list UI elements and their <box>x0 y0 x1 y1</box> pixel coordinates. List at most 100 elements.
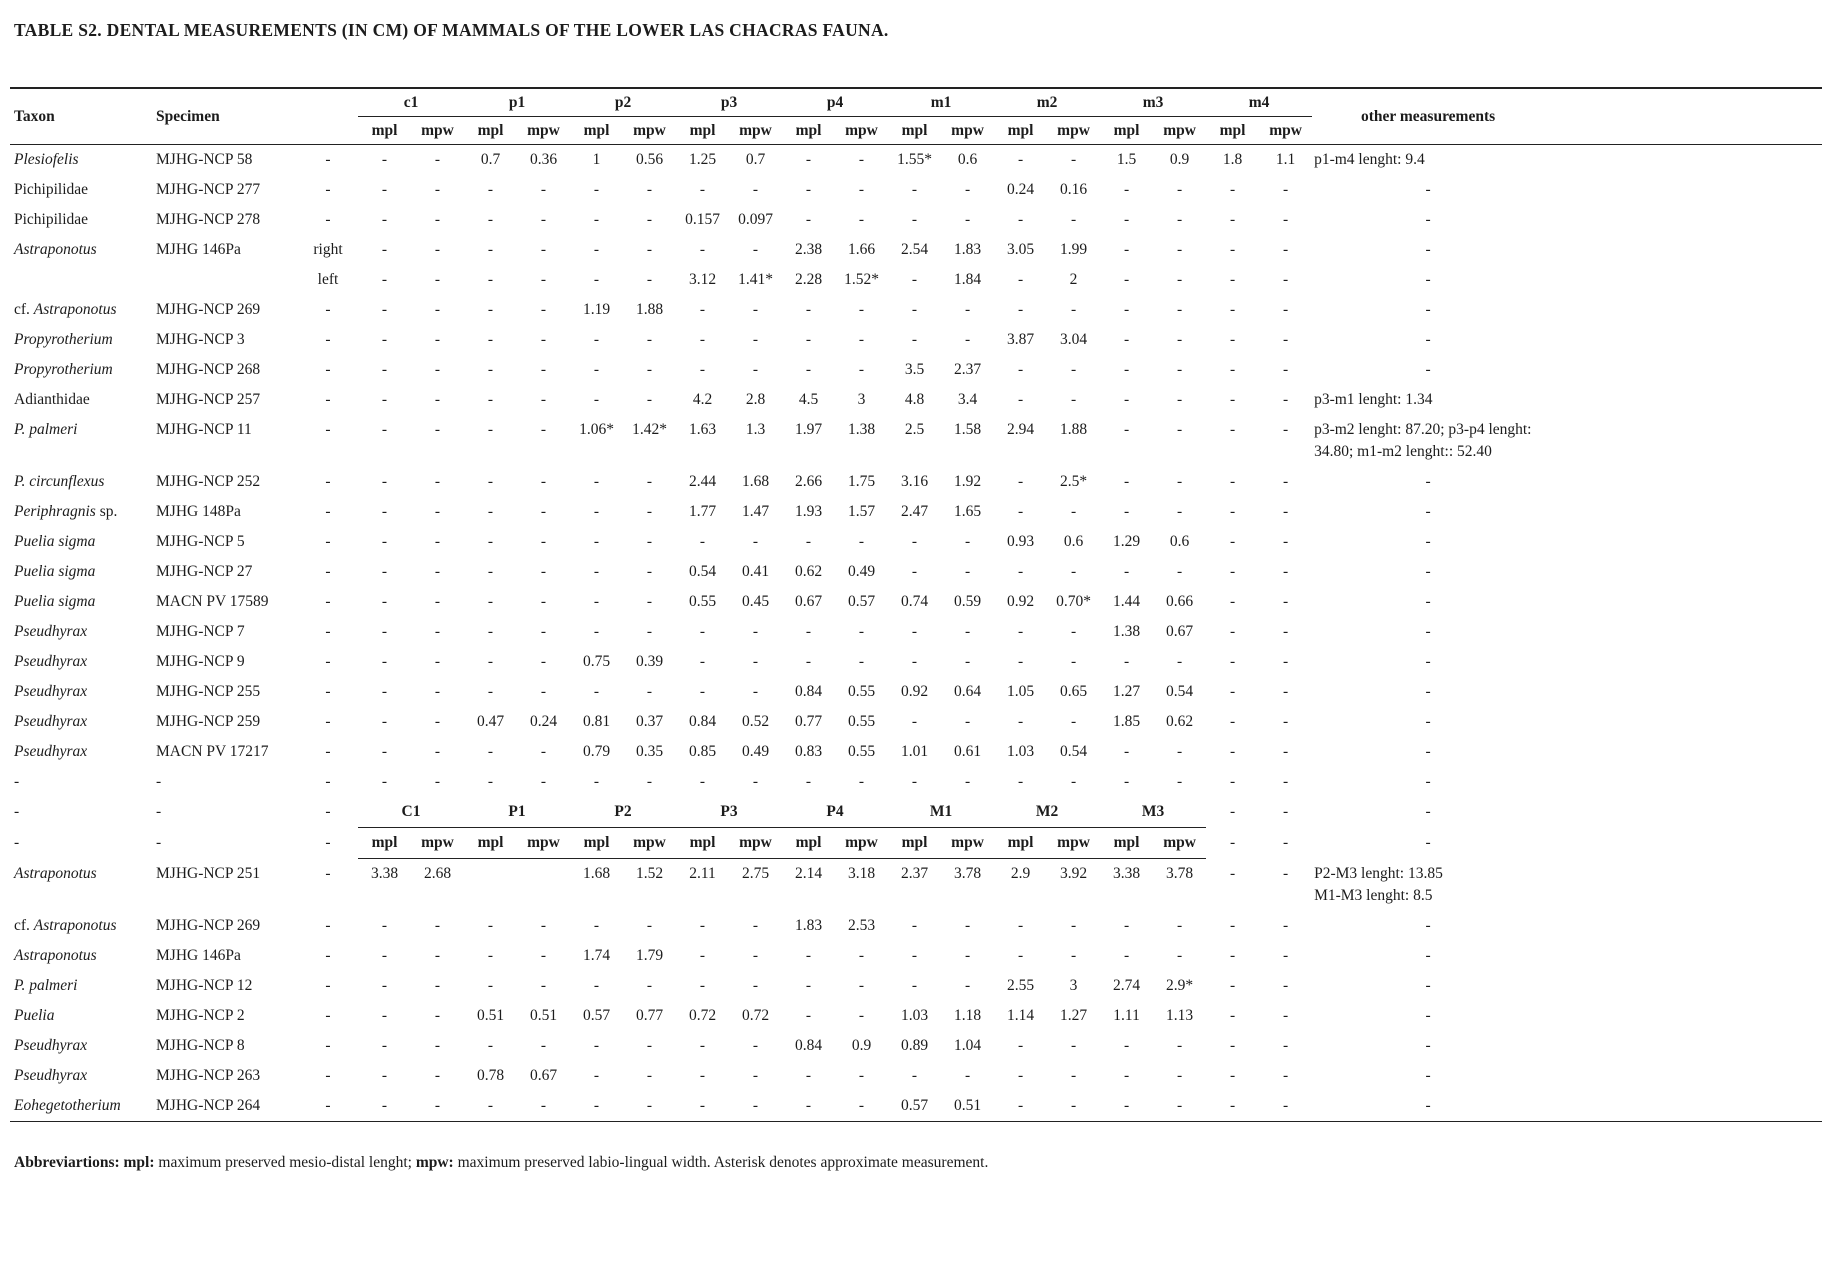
value-cell: - <box>593 241 600 258</box>
subcolumn-header-mpl: mpl <box>464 116 518 145</box>
value-cell: - <box>1282 713 1289 730</box>
table-row: Propyrotherium MJHG-NCP 268 - - - - - - - - - - - 3.5… <box>10 355 1822 385</box>
header-sub-row: mpl mpw mpl mpw mpl mpw mpl mpw mpl mpw … <box>10 116 1822 145</box>
value-cell: - <box>434 361 441 378</box>
table-row: Pseudhyrax MACN PV 17217 - - - - - 0.79 0.35 0.85… <box>10 737 1822 767</box>
table-row: - - - mpl mpw mpl mpw mpl mpw mpl mpw mpl mpw mpl mpw m… <box>10 827 1822 859</box>
value-cell: 0.6 <box>1063 533 1084 550</box>
value-cell: - <box>570 1090 624 1122</box>
value-cell: - <box>1047 1090 1101 1122</box>
taxon-cell: Astraponotus <box>14 864 97 882</box>
other-measurements-cell: - <box>1425 946 1431 964</box>
value-cell: - <box>434 1006 441 1024</box>
abbreviations-label: Abbreviartions: <box>14 1153 120 1171</box>
value-cell: - <box>1176 563 1183 580</box>
value-cell: - <box>858 151 865 168</box>
table-row: Pseudhyrax MJHG-NCP 263 - - - 0.78 0.67 - - - - - - -… <box>10 1061 1822 1091</box>
value-cell: - <box>1229 473 1236 490</box>
table-header: Taxon Specimen c1 p1 p2 p3 p4 m1 m2 m3 m… <box>10 88 1823 145</box>
side-cell: - <box>325 563 331 580</box>
value-cell: 2.66 <box>794 473 823 490</box>
value-cell: - <box>540 241 547 258</box>
value-cell: - <box>1176 331 1183 348</box>
mid-subcolumn-header-mpl: mpl <box>464 827 518 859</box>
value-cell: - <box>1229 653 1236 670</box>
value-cell: - <box>911 653 918 670</box>
value-cell: 0.51 <box>529 1006 558 1024</box>
value-cell: - <box>381 241 388 258</box>
value-cell: - <box>381 946 388 964</box>
table-row: cf. Astraponotus MJHG-NCP 269 - - - - - 1.19 1.8… <box>10 295 1822 325</box>
value-cell: 0.67 <box>529 1066 558 1084</box>
value-cell: 0.51 <box>476 1006 505 1024</box>
value-cell: - <box>964 533 971 550</box>
taxon-cell: Pseudhyrax <box>14 1036 88 1054</box>
value-cell: - <box>487 301 494 318</box>
value-cell: - <box>1017 1036 1024 1054</box>
side-cell: - <box>325 743 331 760</box>
value-cell: 1.47 <box>741 503 770 520</box>
value-cell: - <box>434 653 441 670</box>
value-cell: - <box>487 241 494 258</box>
value-cell: - <box>434 181 441 198</box>
taxon-cell: P. palmeri <box>14 976 78 994</box>
side-cell: - <box>325 181 331 198</box>
value-cell: - <box>593 593 600 610</box>
value-cell: 0.157 <box>685 211 720 228</box>
value-cell: - <box>1259 1090 1313 1122</box>
value-cell: 0.89 <box>900 1036 929 1054</box>
value-cell: 3 <box>1069 976 1078 994</box>
value-cell: - <box>699 1036 706 1054</box>
other-measurements-cell: - <box>1425 241 1431 258</box>
value-cell: - <box>540 563 547 580</box>
value-cell: - <box>1282 1006 1289 1024</box>
value-cell: 0.65 <box>1059 683 1088 700</box>
value-cell: 2.75 <box>741 865 770 882</box>
mid-tooth-group-header: P1 <box>464 797 571 828</box>
taxon-cell: P. palmeri <box>14 421 78 438</box>
value-cell: - <box>1176 473 1183 490</box>
value-cell: - <box>1282 683 1289 700</box>
value-cell: 0.70* <box>1056 593 1091 610</box>
value-cell: - <box>1176 211 1183 228</box>
table-row: Pichipilidae MJHG-NCP 278 - - - - - - - 0.157 0.09… <box>10 205 1822 235</box>
value-cell: 3.38 <box>1112 865 1141 882</box>
value-cell: 0.92 <box>1006 593 1035 610</box>
value-cell: - <box>646 916 653 934</box>
value-cell: 0.24 <box>529 713 558 730</box>
mid-tooth-group-header: P3 <box>676 797 783 828</box>
value-cell: 1.41* <box>738 271 773 288</box>
value-cell: - <box>699 301 706 318</box>
value-cell <box>464 859 517 911</box>
side-cell: - <box>325 623 331 640</box>
value-cell: 2 <box>1069 271 1078 288</box>
value-cell: - <box>699 683 706 700</box>
value-cell: - <box>593 1036 600 1054</box>
table-row: Pseudhyrax MJHG-NCP 8 - - - - - - - - - 0.84 0.9 0.89… <box>10 1031 1822 1061</box>
value-cell: - <box>752 331 759 348</box>
value-cell: - <box>1176 503 1183 520</box>
value-cell: - <box>646 773 653 790</box>
value-cell: - <box>1176 241 1183 258</box>
other-measurements-cell: p3-m2 lenght: 87.20; p3-p4 lenght: 34.80… <box>1314 421 1532 460</box>
value-cell: - <box>1282 421 1289 438</box>
value-cell: 1.92 <box>953 473 982 490</box>
value-cell: 4.5 <box>798 391 819 408</box>
specimen-cell: MJHG 146Pa <box>156 946 241 964</box>
value-cell: - <box>540 1036 547 1054</box>
mpw-definition: maximum preserved labio-lingual width. A… <box>457 1153 989 1171</box>
value-cell: - <box>1017 623 1024 640</box>
value-cell: 2.5* <box>1059 473 1088 490</box>
value-cell: - <box>540 211 547 228</box>
value-cell: - <box>1017 916 1024 934</box>
value-cell: - <box>1123 916 1130 934</box>
value-cell: - <box>1123 361 1130 378</box>
side-cell: - <box>325 1036 331 1054</box>
value-cell: 1.03 <box>1006 743 1035 760</box>
value-cell: 0.72 <box>688 1006 717 1024</box>
value-cell: 1.25 <box>688 151 717 168</box>
side-cell: - <box>325 916 331 934</box>
value-cell: - <box>487 181 494 198</box>
other-measurements-cell: - <box>1425 361 1431 378</box>
side-cell: - <box>325 833 331 851</box>
